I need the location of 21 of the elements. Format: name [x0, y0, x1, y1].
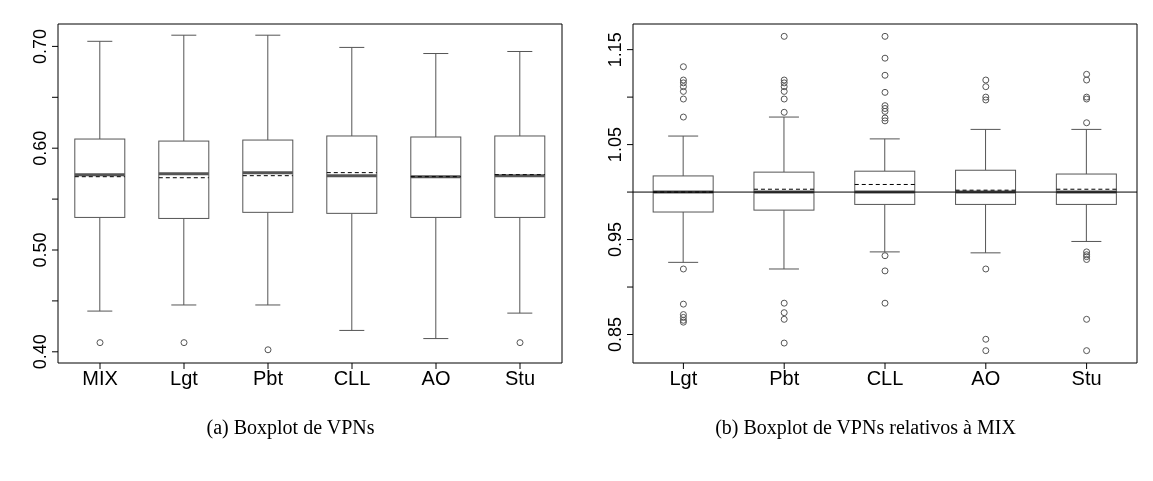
x-tick-label: Pbt — [252, 367, 284, 390]
text: (b) Boxplot de VPNs relativos à MIX — [715, 416, 1016, 439]
y-tick-label: 1.05 — [605, 127, 625, 163]
y-tick-label: 0.70 — [30, 28, 50, 64]
x-tick-label: MIX — [82, 367, 118, 390]
y-tick-label: 0.50 — [30, 232, 50, 268]
x-tick-label: Stu — [504, 367, 536, 390]
x-tick-label: Lgt — [170, 367, 199, 390]
x-tick-label: AO — [971, 367, 1001, 390]
x-tick-label: CLL — [333, 367, 371, 390]
y-tick-label: 1.15 — [605, 32, 625, 68]
y-tick-label: 0.95 — [605, 222, 625, 258]
x-tick-label: Pbt — [769, 367, 800, 390]
y-tick-label: 0.40 — [30, 334, 50, 370]
text: (a) Boxplot de VPNs — [206, 416, 375, 439]
y-tick-label: 0.85 — [605, 316, 625, 353]
x-tick-label: Stu — [1071, 367, 1102, 390]
x-tick-label: AO — [421, 367, 451, 390]
x-tick-label: Lgt — [669, 367, 698, 390]
x-tick-label: CLL — [866, 367, 904, 390]
y-tick-label: 0.60 — [30, 130, 50, 166]
